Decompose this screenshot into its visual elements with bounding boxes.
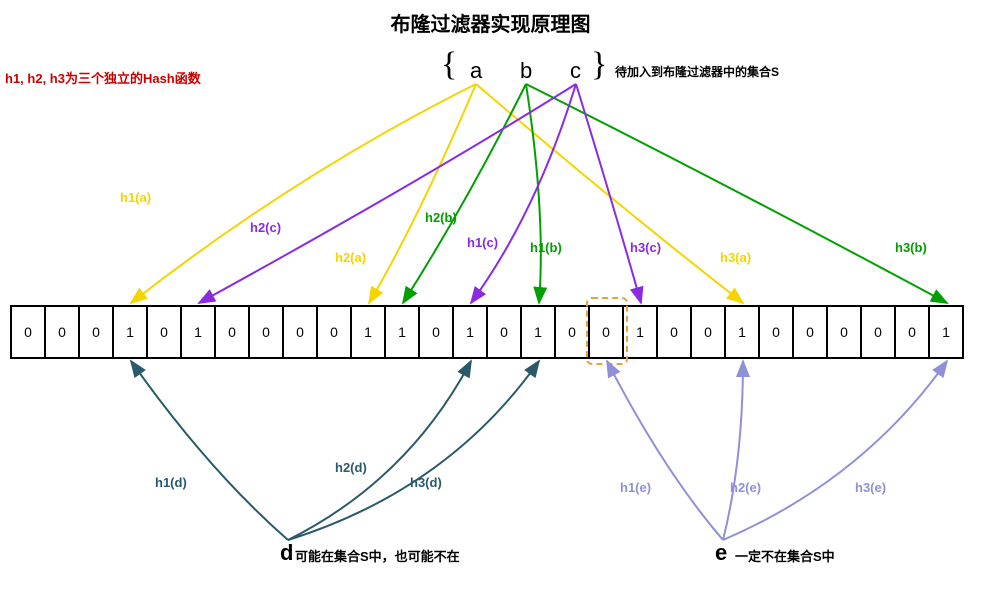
- arrow-label: h3(e): [855, 480, 886, 495]
- arrow-label: h1(c): [467, 235, 498, 250]
- arrow-label: h2(a): [335, 250, 366, 265]
- arrow-label: h2(c): [250, 220, 281, 235]
- bit-cell: 1: [384, 307, 418, 357]
- bit-cell: 0: [860, 307, 894, 357]
- arrows-overlay: [0, 0, 981, 600]
- arrow-label: h1(e): [620, 480, 651, 495]
- bit-cell: 0: [10, 307, 44, 357]
- hash-arrow: [131, 84, 476, 303]
- bit-cell: 0: [554, 307, 588, 357]
- bit-cell: 0: [316, 307, 350, 357]
- bit-cell: 1: [622, 307, 656, 357]
- hash-arrow: [476, 84, 743, 303]
- hash-arrow: [199, 84, 576, 303]
- hash-arrow: [369, 84, 476, 303]
- bit-cell: 0: [418, 307, 452, 357]
- arrow-label: h3(a): [720, 250, 751, 265]
- bit-cell: 0: [588, 307, 622, 357]
- hash-arrow: [607, 361, 723, 540]
- bit-cell: 0: [214, 307, 248, 357]
- hash-arrow: [288, 361, 471, 540]
- note-e: 一定不在集合S中: [735, 546, 835, 565]
- arrow-label: h2(b): [425, 210, 457, 225]
- set-note: 待加入到布隆过滤器中的集合S: [615, 63, 779, 80]
- bit-cell: 0: [656, 307, 690, 357]
- hash-arrow: [131, 361, 288, 540]
- bit-cell: 1: [452, 307, 486, 357]
- bit-cell: 1: [350, 307, 384, 357]
- arrow-label: h2(d): [335, 460, 367, 475]
- bit-cell: 0: [248, 307, 282, 357]
- hash-arrow: [526, 84, 947, 303]
- bit-cell: 1: [180, 307, 214, 357]
- arrow-label: h3(b): [895, 240, 927, 255]
- bit-cell: 0: [282, 307, 316, 357]
- bit-cell: 0: [690, 307, 724, 357]
- brace-right: }: [591, 46, 607, 84]
- hash-arrow: [471, 84, 576, 303]
- query-element-e: e: [715, 540, 727, 566]
- hash-arrow: [526, 84, 541, 303]
- diagram-title: 布隆过滤器实现原理图: [391, 8, 591, 37]
- bit-cell: 0: [826, 307, 860, 357]
- arrow-label: h3(c): [630, 240, 661, 255]
- bit-cell: 1: [724, 307, 758, 357]
- arrow-label: h2(e): [730, 480, 761, 495]
- hash-arrow: [723, 361, 743, 540]
- hash-arrow: [576, 84, 641, 303]
- bit-array: 0001010000110101001001000001: [10, 305, 964, 359]
- note-d: 可能在集合S中，也可能不在: [295, 546, 460, 565]
- arrow-label: h1(b): [530, 240, 562, 255]
- hash-functions-note: h1, h2, h3为三个独立的Hash函数: [5, 68, 201, 87]
- hash-arrow: [403, 84, 526, 303]
- bit-cell: 0: [146, 307, 180, 357]
- bit-cell: 0: [486, 307, 520, 357]
- bit-cell: 1: [112, 307, 146, 357]
- set-element-c: c: [570, 58, 581, 84]
- brace-left: {: [441, 46, 457, 84]
- bit-cell: 1: [928, 307, 962, 357]
- bit-cell: 0: [894, 307, 928, 357]
- bit-cell: 1: [520, 307, 554, 357]
- arrow-label: h1(a): [120, 190, 151, 205]
- arrow-label: h3(d): [410, 475, 442, 490]
- set-element-b: b: [520, 58, 532, 84]
- arrow-label: h1(d): [155, 475, 187, 490]
- bit-cell: 0: [792, 307, 826, 357]
- hash-arrow: [723, 361, 947, 540]
- set-element-a: a: [470, 58, 482, 84]
- bit-cell: 0: [78, 307, 112, 357]
- query-element-d: d: [280, 540, 293, 566]
- hash-arrow: [288, 361, 539, 540]
- bit-cell: 0: [44, 307, 78, 357]
- bit-cell: 0: [758, 307, 792, 357]
